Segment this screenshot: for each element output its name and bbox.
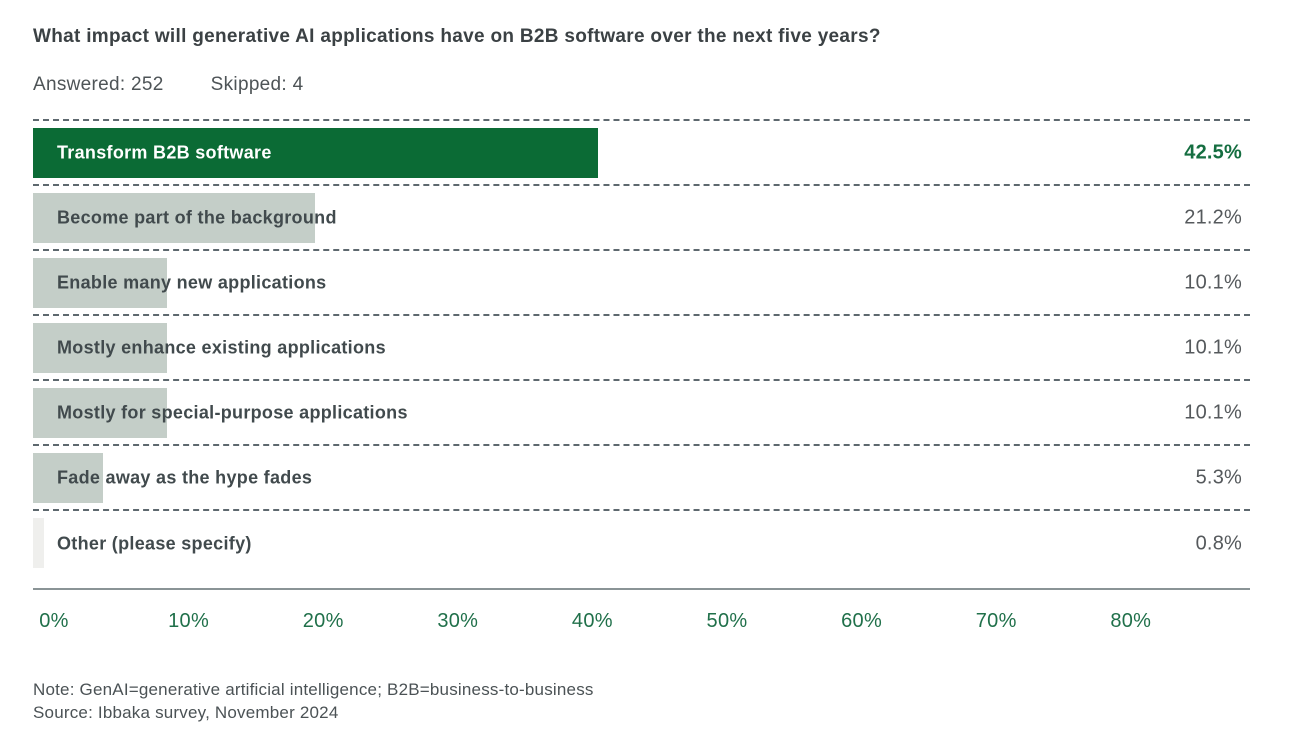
chart-footer: Note: GenAI=generative artificial intell… — [33, 678, 1250, 724]
x-axis-tick: 0% — [39, 610, 69, 632]
x-axis-tick: 10% — [168, 610, 210, 632]
bar-row: Fade away as the hype fades 5.3% — [33, 446, 1250, 511]
bar-label: Transform B2B software — [57, 142, 272, 162]
response-stats: Answered: 252 Skipped: 4 — [33, 74, 1250, 96]
bar-row: Become part of the background 21.2% — [33, 186, 1250, 251]
bar-row: Other (please specify) 0.8% — [33, 511, 1250, 576]
x-axis-tick: 30% — [437, 610, 479, 632]
bar — [33, 258, 168, 308]
bar-value: 5.3% — [1195, 466, 1242, 488]
bar-row: Mostly for special-purpose applications 1… — [33, 381, 1250, 446]
bar-value: 10.1% — [1184, 336, 1242, 358]
footer-note: Note: GenAI=generative artificial intell… — [33, 680, 594, 699]
chart-title: What impact will generative AI applicati… — [33, 26, 881, 47]
x-axis-tick: 80% — [1110, 610, 1152, 632]
bar-row: Mostly enhance existing applications 10.1… — [33, 316, 1250, 381]
x-axis-tick: 20% — [302, 610, 344, 632]
bar-label: Mostly enhance existing applications — [57, 337, 386, 357]
survey-chart-page: What impact will generative AI applicati… — [33, 26, 1250, 724]
bar-value: 42.5% — [1184, 141, 1242, 163]
bar — [33, 388, 168, 438]
bar-chart: Transform B2B software 42.5% Become part o… — [33, 119, 1250, 636]
skipped-count: Skipped: 4 — [210, 74, 304, 95]
bar-label: Enable many new applications — [57, 272, 327, 292]
x-axis-tick: 40% — [571, 610, 613, 632]
bar-value: 0.8% — [1195, 532, 1242, 554]
bar-row: Enable many new applications 10.1% — [33, 251, 1250, 316]
bar-value: 21.2% — [1184, 206, 1242, 228]
bar-label: Fade away as the hype fades — [57, 467, 313, 487]
bar-row: Transform B2B software 42.5% — [33, 121, 1250, 186]
x-axis-tick: 50% — [706, 610, 748, 632]
bar — [33, 518, 44, 568]
chart-bottom-spacer — [33, 576, 1250, 588]
bar-label: Mostly for special-purpose applications — [57, 402, 408, 422]
x-axis-tick: 60% — [841, 610, 883, 632]
bar-chart-rows: Transform B2B software 42.5% Become part o… — [33, 119, 1250, 576]
answered-count: Answered: 252 — [33, 74, 164, 95]
footer-source: Source: Ibbaka survey, November 2024 — [33, 703, 339, 722]
bar — [33, 323, 168, 373]
bar-label: Other (please specify) — [57, 533, 252, 553]
x-axis-labels: 0% 10% 20% 30% 40% 50% 60% 70% 80% — [33, 610, 1250, 636]
bar — [33, 128, 599, 178]
bar — [33, 193, 315, 243]
x-axis-tick: 70% — [975, 610, 1017, 632]
x-axis-line — [33, 588, 1250, 590]
bar-value: 10.1% — [1184, 271, 1242, 293]
bar — [33, 453, 104, 503]
bar-value: 10.1% — [1184, 401, 1242, 423]
bar-label: Become part of the background — [57, 207, 337, 227]
